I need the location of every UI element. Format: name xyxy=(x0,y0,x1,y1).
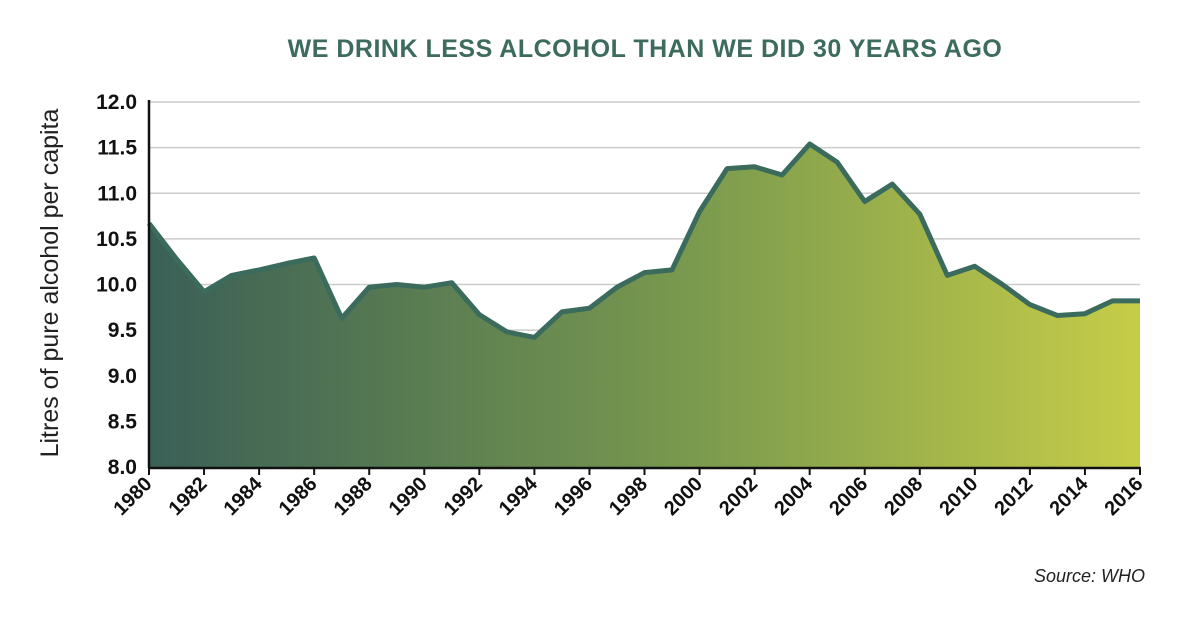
x-tick-label: 1990 xyxy=(385,473,432,520)
plot-area xyxy=(147,141,1140,467)
x-tick-label: 1982 xyxy=(165,473,212,520)
series-line xyxy=(147,141,1140,340)
x-tick-label: 1988 xyxy=(330,473,377,520)
x-tick-label: 2012 xyxy=(990,473,1037,520)
y-tick-label: 9.0 xyxy=(108,365,137,388)
x-tick-label: 2000 xyxy=(660,473,707,520)
x-tick-label: 2006 xyxy=(825,473,872,520)
x-tick-label: 2014 xyxy=(1045,472,1093,520)
x-tick-label: 1998 xyxy=(605,473,652,520)
y-tick-label: 10.5 xyxy=(96,228,137,251)
y-tick-label: 9.5 xyxy=(108,319,138,342)
y-tick-label: 11.0 xyxy=(97,182,137,205)
x-tick-label: 1986 xyxy=(275,473,322,520)
x-tick-label: 2010 xyxy=(935,473,982,520)
y-tick-label: 12.0 xyxy=(96,91,137,114)
x-tick-label: 1994 xyxy=(495,472,543,520)
area-fill xyxy=(149,144,1140,467)
x-tick-label: 1996 xyxy=(550,473,597,520)
y-tick-label: 11.5 xyxy=(97,137,137,160)
x-tick-label: 2016 xyxy=(1101,473,1148,520)
x-tick-label: 1992 xyxy=(440,473,487,520)
x-tick-label: 1980 xyxy=(110,473,157,520)
y-axis-label: Litres of pure alcohol per capita xyxy=(36,109,64,458)
x-tick-label: 1984 xyxy=(220,472,268,520)
y-tick-label: 8.0 xyxy=(108,456,137,479)
x-tick-label: 2002 xyxy=(715,473,762,520)
y-tick-label: 8.5 xyxy=(108,410,138,433)
x-tick-label: 2004 xyxy=(770,472,818,520)
axes xyxy=(147,100,1141,475)
chart-title: WE DRINK LESS ALCOHOL THAN WE DID 30 YEA… xyxy=(288,35,1003,63)
y-tick-label: 10.0 xyxy=(96,274,137,297)
source-note: Source: WHO xyxy=(1034,566,1145,586)
x-tick-labels: 1980 1982 1984 1986 1988 1990 1992 1994 1996 1998… xyxy=(110,472,1148,520)
y-tick-labels: 8.0 8.5 9.0 9.5 10.0 10.5 11.0 11.5 12.0 xyxy=(96,91,137,479)
x-tick-label: 2008 xyxy=(880,473,927,520)
